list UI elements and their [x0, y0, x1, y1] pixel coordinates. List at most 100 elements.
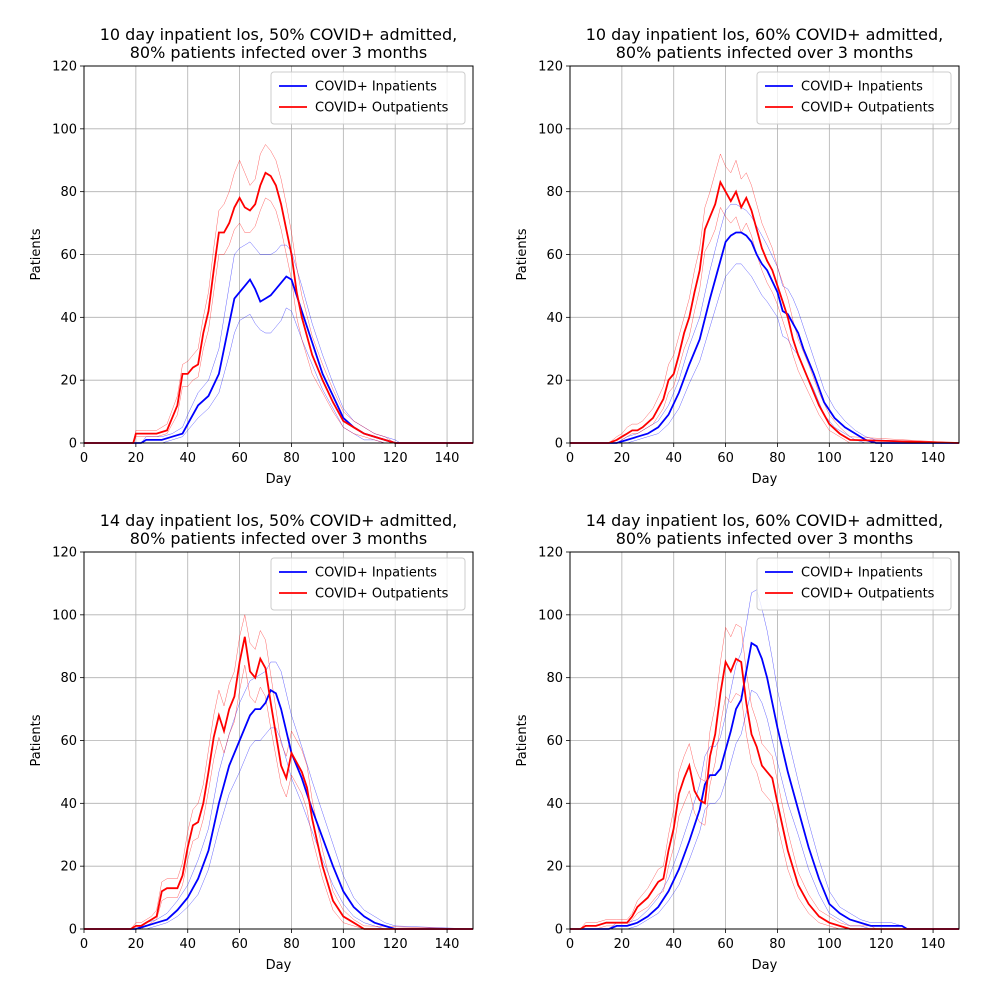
chart-title-line-2: 80% patients infected over 3 months — [616, 529, 914, 548]
legend-label-outpatients: COVID+ Outpatients — [315, 587, 449, 602]
legend: COVID+ Inpatients COVID+ Outpatients — [270, 557, 466, 611]
y-tick-label: 0 — [555, 923, 563, 938]
legend-box — [270, 71, 466, 125]
x-axis-label: Day — [752, 472, 778, 487]
legend: COVID+ Inpatients COVID+ Outpatients — [270, 71, 466, 125]
outpatients-line — [84, 171, 473, 444]
chart-title-line-2: 80% patients infected over 3 months — [130, 529, 428, 548]
outpatients-band-high-line — [570, 623, 959, 930]
inpatients-line — [84, 688, 473, 930]
inpatients-band-low-line — [570, 263, 959, 444]
y-tick-label: 0 — [69, 923, 77, 938]
x-tick-label: 60 — [231, 451, 248, 466]
y-tick-label: 0 — [555, 437, 563, 452]
outpatients-line — [84, 636, 473, 930]
y-axis-label: Patients — [29, 714, 44, 766]
inpatients-band-low-line — [84, 727, 473, 930]
x-axis-label: Day — [266, 472, 292, 487]
x-tick-label: 0 — [80, 937, 88, 952]
outpatients-band-high-line — [84, 614, 474, 930]
legend-label-outpatients: COVID+ Outpatients — [801, 587, 935, 602]
y-tick-label: 40 — [60, 797, 77, 812]
x-tick-label: 120 — [383, 937, 408, 952]
y-tick-label: 120 — [52, 60, 77, 75]
inpatients-band-high-line — [84, 241, 473, 444]
x-tick-label: 100 — [817, 451, 842, 466]
x-tick-label: 60 — [231, 937, 248, 952]
x-axis-label: Day — [266, 958, 292, 973]
x-tick-label: 120 — [869, 937, 894, 952]
x-tick-label: 80 — [769, 937, 786, 952]
y-tick-label: 40 — [546, 311, 563, 326]
x-tick-label: 0 — [566, 451, 574, 466]
y-tick-label: 120 — [538, 546, 563, 561]
y-tick-label: 40 — [60, 311, 77, 326]
x-tick-label: 20 — [128, 451, 145, 466]
outpatients-band-low-line — [84, 665, 473, 930]
chart-title-line-1: 14 day inpatient los, 50% COVID+ admitte… — [100, 511, 458, 530]
x-tick-label: 140 — [921, 451, 946, 466]
chart-panel-3: 0 20 40 60 80 100 120 140 0 20 40 60 80 100 120 Day Pati… — [29, 511, 474, 973]
x-tick-label: 80 — [283, 451, 300, 466]
inpatients-band-low-line — [84, 307, 473, 444]
x-tick-label: 60 — [717, 937, 734, 952]
legend-box — [270, 557, 466, 611]
chart-panel-4: 0 20 40 60 80 100 120 140 0 20 40 60 80 100 120 Day Pati… — [515, 511, 960, 973]
chart-title-line-1: 14 day inpatient los, 60% COVID+ admitte… — [586, 511, 944, 530]
chart-title-line-2: 80% patients infected over 3 months — [130, 43, 428, 62]
chart-panel-1: 0 20 40 60 80 100 120 140 0 20 40 60 80 100 120 Day Pati… — [29, 25, 474, 487]
x-tick-label: 80 — [283, 937, 300, 952]
x-tick-label: 100 — [817, 937, 842, 952]
inpatients-line — [84, 275, 473, 444]
x-tick-label: 40 — [665, 451, 682, 466]
y-tick-label: 60 — [546, 734, 563, 749]
chart-title-line-2: 80% patients infected over 3 months — [616, 43, 914, 62]
y-axis-label: Patients — [515, 714, 530, 766]
inpatients-line — [570, 641, 959, 930]
y-tick-label: 100 — [52, 608, 77, 623]
y-tick-label: 100 — [52, 122, 77, 137]
legend-label-inpatients: COVID+ Inpatients — [801, 80, 923, 95]
outpatients-band-low-line — [84, 197, 473, 444]
legend: COVID+ Inpatients COVID+ Outpatients — [756, 71, 952, 125]
y-tick-label: 60 — [546, 248, 563, 263]
x-tick-label: 20 — [614, 451, 631, 466]
legend-label-outpatients: COVID+ Outpatients — [315, 101, 449, 116]
y-tick-label: 80 — [546, 185, 563, 200]
y-tick-label: 60 — [60, 248, 77, 263]
y-axis-label: Patients — [515, 228, 530, 280]
outpatients-line — [570, 657, 959, 930]
x-tick-label: 20 — [614, 937, 631, 952]
x-tick-label: 140 — [921, 937, 946, 952]
x-tick-label: 40 — [665, 937, 682, 952]
y-tick-label: 20 — [546, 860, 563, 875]
y-tick-label: 100 — [538, 122, 563, 137]
inpatients-band-low-line — [570, 689, 959, 930]
x-tick-label: 20 — [128, 937, 145, 952]
y-tick-label: 120 — [52, 546, 77, 561]
x-tick-label: 120 — [869, 451, 894, 466]
outpatients-line — [570, 179, 960, 444]
x-tick-label: 0 — [80, 451, 88, 466]
y-tick-label: 80 — [546, 671, 563, 686]
legend: COVID+ Inpatients COVID+ Outpatients — [756, 557, 952, 611]
legend-label-inpatients: COVID+ Inpatients — [315, 80, 437, 95]
outpatients-band-low-line — [570, 693, 959, 930]
chart-panel-2: 0 20 40 60 80 100 120 140 0 20 40 60 80 100 120 Day Pati… — [515, 25, 960, 487]
inpatients-band-high-line — [570, 589, 959, 930]
y-axis-label: Patients — [29, 228, 44, 280]
x-tick-label: 60 — [717, 451, 734, 466]
legend-label-inpatients: COVID+ Inpatients — [315, 566, 437, 581]
inpatients-band-high-line — [570, 203, 960, 444]
x-tick-label: 140 — [435, 937, 460, 952]
legend-label-outpatients: COVID+ Outpatients — [801, 101, 935, 116]
legend-label-inpatients: COVID+ Inpatients — [801, 566, 923, 581]
x-tick-label: 80 — [769, 451, 786, 466]
y-tick-label: 20 — [60, 860, 77, 875]
inpatients-line — [570, 231, 959, 444]
outpatients-band-low-line — [570, 206, 959, 444]
x-tick-label: 120 — [383, 451, 408, 466]
chart-title-line-1: 10 day inpatient los, 50% COVID+ admitte… — [100, 25, 458, 44]
outpatients-band-high-line — [84, 144, 473, 444]
